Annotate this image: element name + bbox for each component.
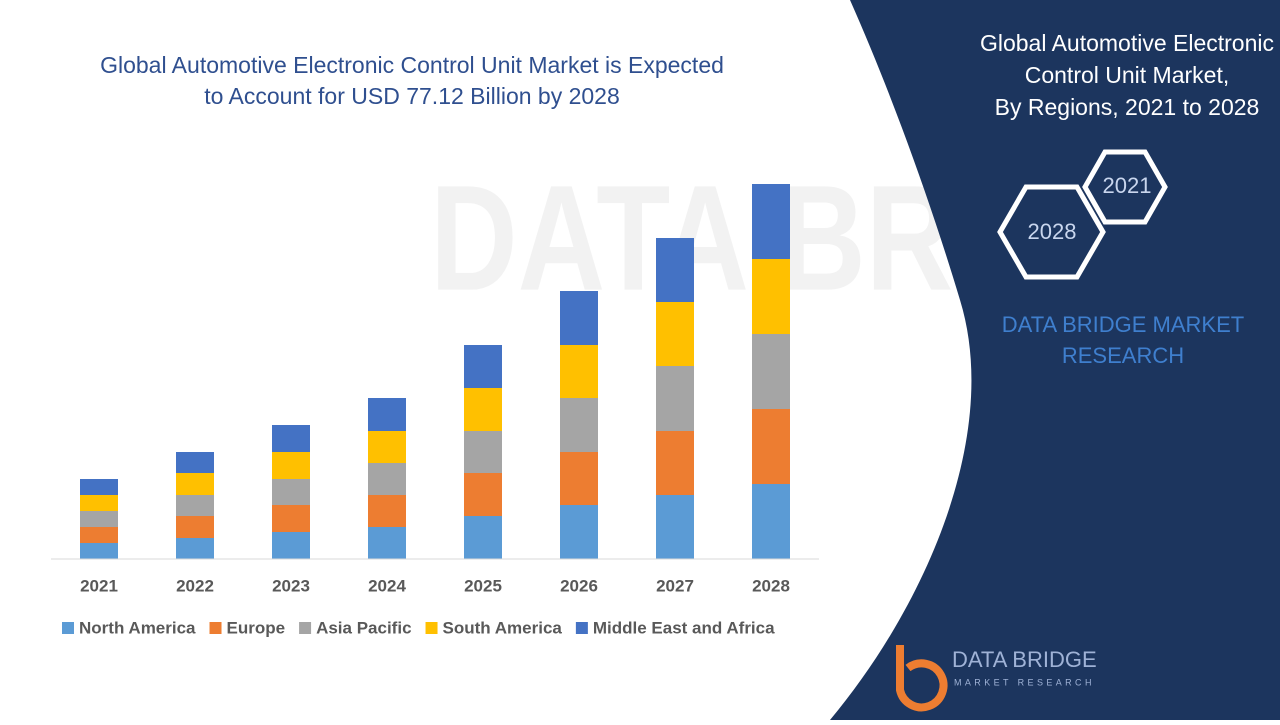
bar-segment	[368, 398, 406, 431]
x-tick-label: 2026	[560, 576, 598, 595]
x-tick-label: 2024	[368, 576, 406, 595]
bar-segment	[656, 302, 694, 366]
legend-label: Middle East and Africa	[593, 618, 775, 637]
bar-segment	[80, 527, 118, 543]
bar-segment	[464, 516, 502, 559]
logo-name: DATA BRIDGE	[952, 647, 1097, 672]
bar-segment	[272, 452, 310, 479]
bar-segment	[368, 431, 406, 463]
bar-segment	[368, 527, 406, 559]
chart-title: to Account for USD 77.12 Billion by 2028	[204, 83, 620, 109]
side-panel	[830, 0, 1280, 720]
bar-segment	[176, 452, 214, 473]
x-tick-label: 2025	[464, 576, 502, 595]
bar-segment	[176, 538, 214, 559]
logo-icon	[896, 645, 948, 712]
hexagon	[997, 184, 1106, 280]
bar-segment	[464, 345, 502, 388]
bar-segment	[560, 398, 598, 452]
chart-title: Global Automotive Electronic Control Uni…	[100, 52, 724, 78]
bar-segment	[560, 452, 598, 505]
legend-label: Asia Pacific	[316, 618, 411, 637]
panel-title: Global Automotive Electronic	[980, 30, 1274, 56]
bar-segment	[176, 495, 214, 516]
bar-segment	[656, 431, 694, 495]
legend-label: Europe	[227, 618, 286, 637]
bar-segment	[272, 479, 310, 505]
bar-segment	[272, 425, 310, 452]
panel-title: By Regions, 2021 to 2028	[995, 94, 1260, 120]
bar-segment	[752, 409, 790, 484]
bar-segment	[464, 431, 502, 473]
bar-segment	[752, 334, 790, 409]
logo-tagline: MARKET RESEARCH	[954, 677, 1095, 687]
bar-segment	[80, 495, 118, 511]
bar-segment	[272, 532, 310, 559]
bar-segment	[368, 495, 406, 527]
bar-segment	[176, 473, 214, 495]
bar-segment	[80, 479, 118, 495]
bar-segment	[464, 473, 502, 516]
bar-segment	[752, 484, 790, 559]
legend-label: North America	[79, 618, 196, 637]
x-tick-label: 2027	[656, 576, 694, 595]
brand-text: DATA BRIDGE MARKET	[1002, 312, 1244, 337]
x-tick-label: 2023	[272, 576, 310, 595]
bar-segment	[176, 516, 214, 538]
legend-label: South America	[443, 618, 563, 637]
bar-segment	[80, 543, 118, 559]
legend-swatch	[62, 622, 74, 634]
bar-segment	[368, 463, 406, 495]
bar-segment	[560, 345, 598, 398]
brand-text: RESEARCH	[1062, 343, 1184, 368]
bar-segment	[656, 238, 694, 302]
bar-segment	[464, 388, 502, 431]
x-tick-label: 2022	[176, 576, 214, 595]
bar-segment	[656, 495, 694, 559]
hexagon	[1082, 149, 1168, 225]
hexagon-label: 2028	[1028, 219, 1077, 244]
bar-segment	[80, 511, 118, 527]
x-tick-label: 2028	[752, 576, 790, 595]
logo: DATA BRIDGE MARKET RESEARCH	[896, 645, 1097, 712]
legend-swatch	[425, 622, 438, 634]
panel-title: Control Unit Market,	[1025, 62, 1230, 88]
legend-swatch	[209, 622, 222, 634]
bar-segment	[560, 291, 598, 345]
x-tick-label: 2021	[80, 576, 118, 595]
bar-segment	[560, 505, 598, 559]
bar-segment	[656, 366, 694, 431]
bar-segment	[272, 505, 310, 532]
legend-swatch	[575, 622, 588, 634]
hexagon-label: 2021	[1103, 173, 1152, 198]
bar-segment	[752, 184, 790, 259]
legend-swatch	[299, 622, 312, 634]
bar-segment	[752, 259, 790, 334]
